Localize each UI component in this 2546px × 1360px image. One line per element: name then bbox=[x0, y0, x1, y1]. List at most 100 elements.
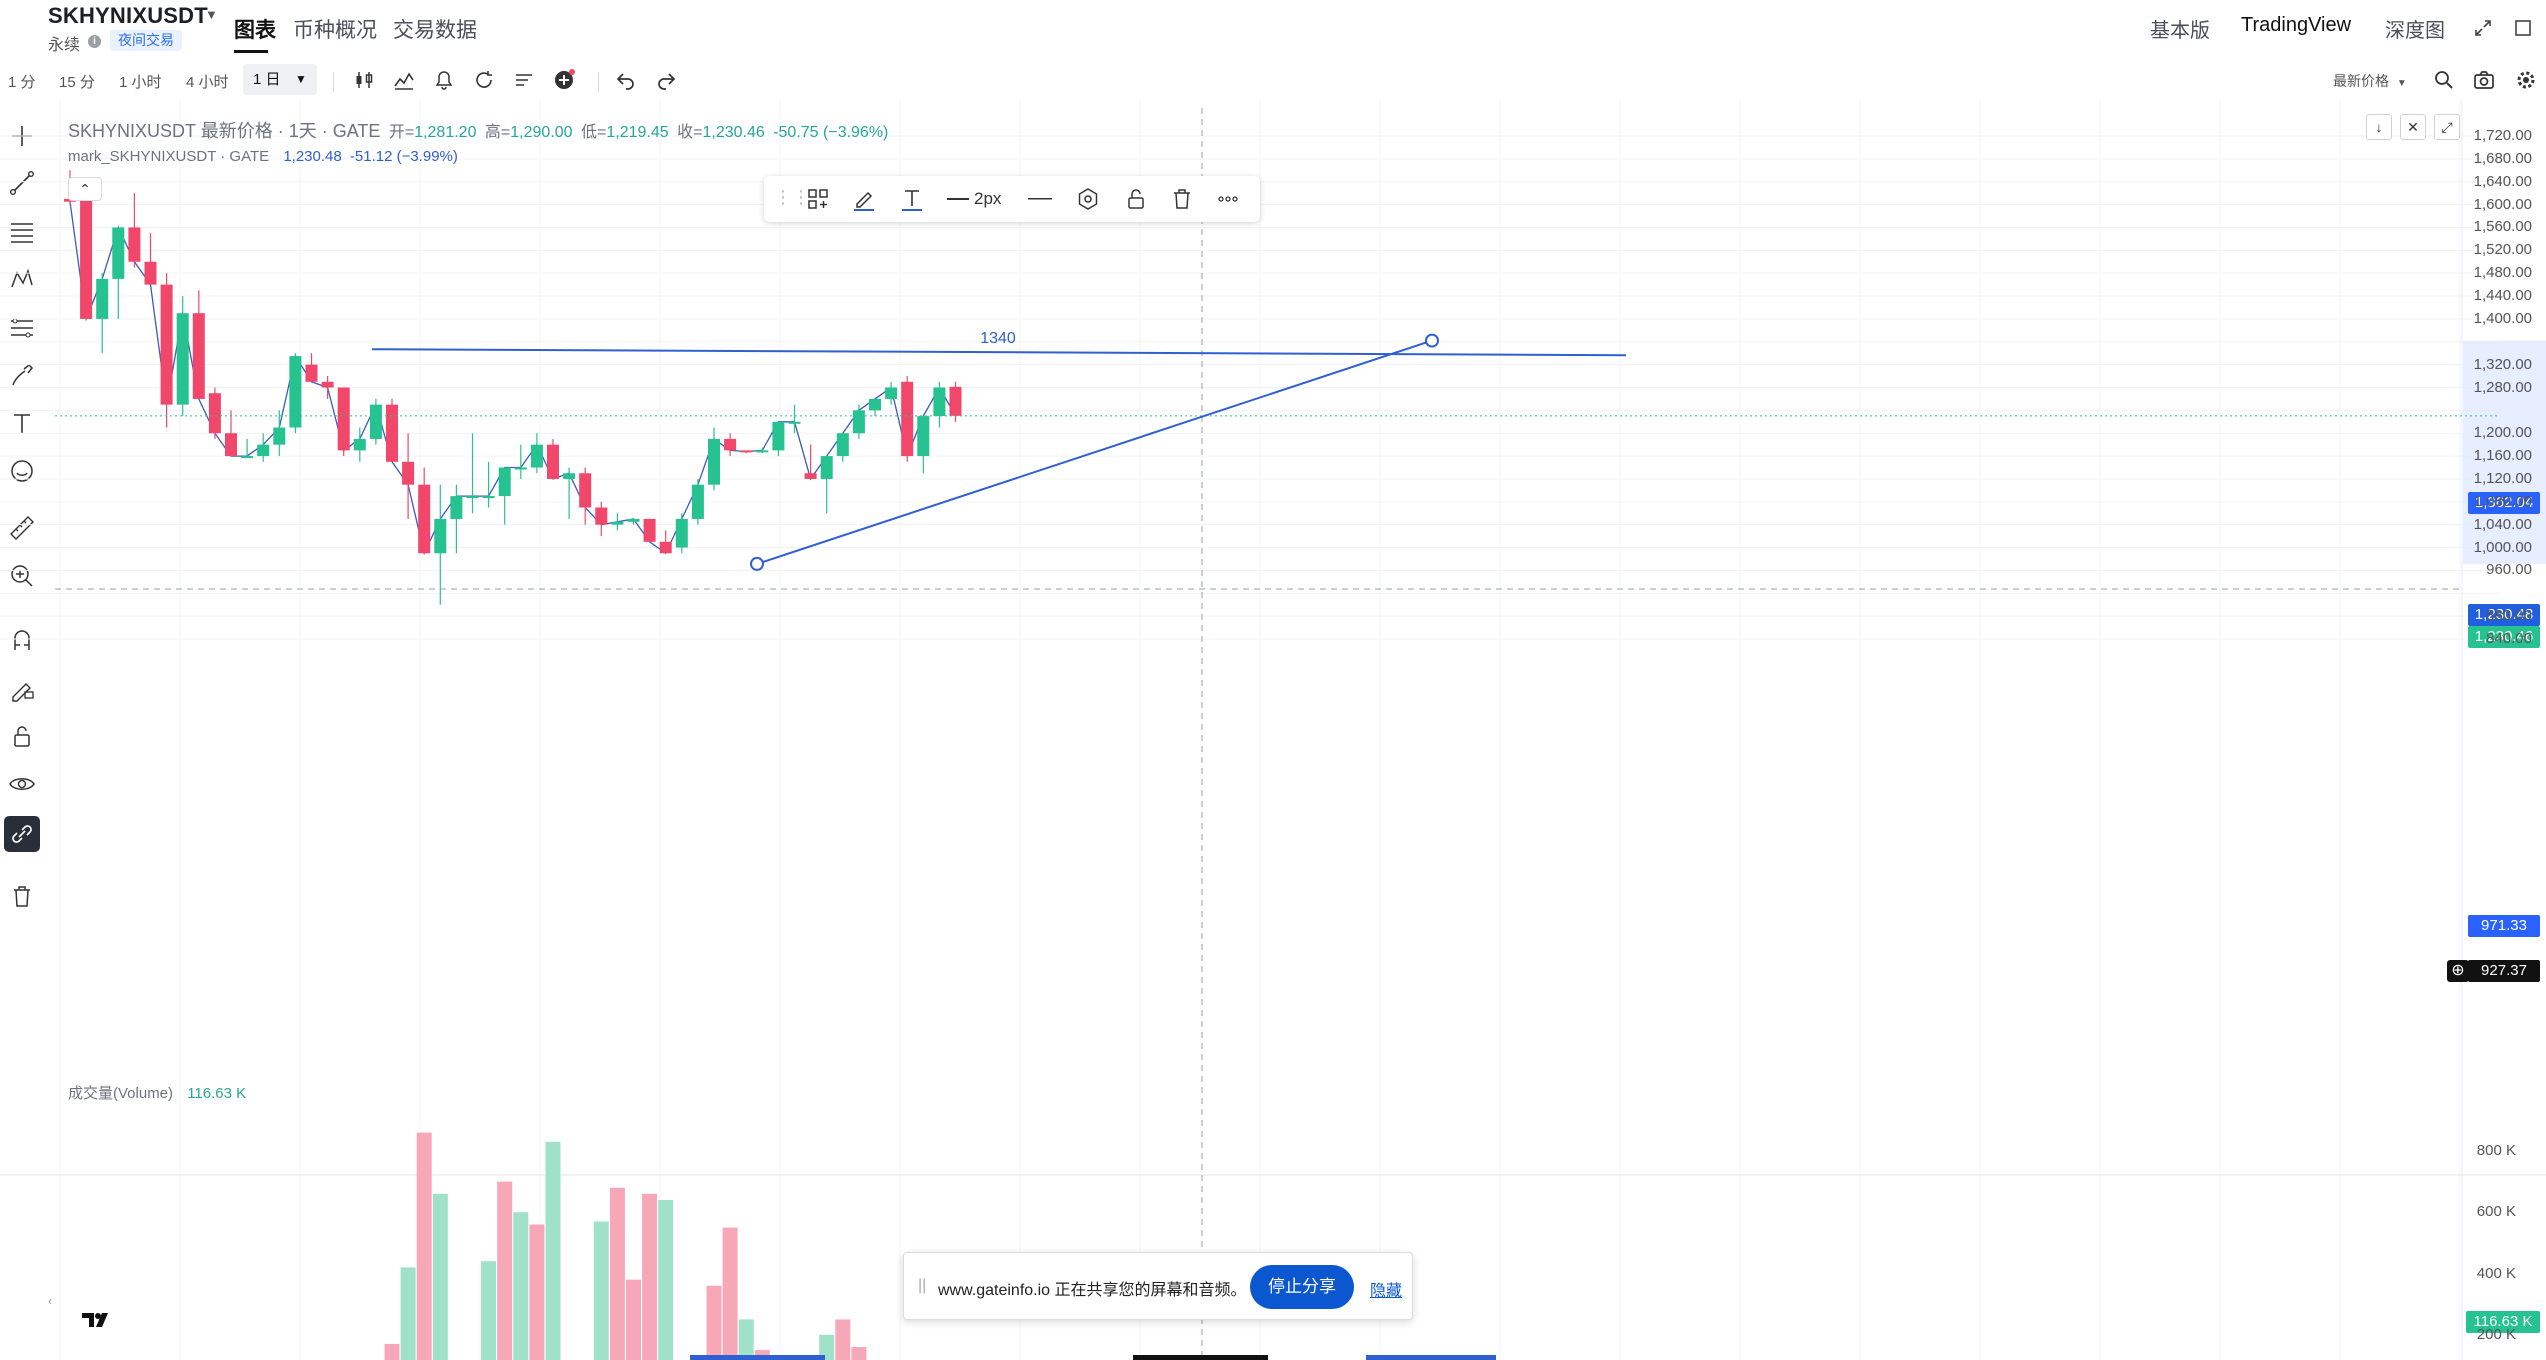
expand-icon[interactable] bbox=[2474, 19, 2492, 37]
info-icon[interactable]: i bbox=[88, 35, 101, 48]
tab-chart[interactable]: 图表 bbox=[234, 19, 276, 42]
price-axis-tick: 1,160.00 bbox=[2473, 447, 2532, 465]
volume-bar bbox=[416, 1132, 432, 1360]
unlock-icon[interactable] bbox=[1124, 187, 1148, 211]
chart-area[interactable]: 1340 SKHYNIXUSDT 最新价格 · 1天 · GATE 开=1,28… bbox=[0, 100, 2546, 1360]
price-type-label: 最新价格 bbox=[2333, 73, 2389, 89]
indicators-icon[interactable] bbox=[392, 68, 416, 92]
trend-line-handle-end bbox=[1425, 333, 1439, 348]
add-alert-plus-icon[interactable]: ⊕ bbox=[2447, 960, 2469, 982]
emoji-tool-icon[interactable] bbox=[6, 455, 38, 487]
line-width-label[interactable]: 2px bbox=[974, 189, 1002, 208]
scroll-down-icon[interactable]: ↓ bbox=[2366, 114, 2392, 140]
volume-axis-tick: 200 K bbox=[2476, 1325, 2516, 1343]
timeframe-4h[interactable]: 4 小时 bbox=[186, 74, 229, 91]
redo-icon[interactable] bbox=[654, 68, 678, 92]
candle-body bbox=[482, 496, 495, 499]
drag-handle-icon[interactable]: || bbox=[918, 1277, 927, 1294]
tab-coin-overview[interactable]: 币种概况 bbox=[293, 19, 377, 42]
timeframe-select[interactable]: 1 日 ▼ bbox=[243, 64, 317, 95]
templates-icon[interactable] bbox=[512, 68, 536, 92]
lock-drawing-tool-icon[interactable] bbox=[6, 672, 38, 704]
timeframe-15m[interactable]: 15 分 bbox=[59, 74, 95, 91]
candle-body bbox=[289, 356, 302, 428]
volume-bar bbox=[819, 1334, 835, 1360]
drag-handle-icon[interactable]: ⋮⋮ bbox=[774, 187, 810, 207]
line-style-solid-icon[interactable] bbox=[947, 198, 969, 202]
price-chart[interactable]: 1340 bbox=[0, 100, 2546, 1360]
trend-line-tool-icon[interactable] bbox=[6, 167, 38, 199]
hide-link[interactable]: 隐藏 bbox=[1370, 1283, 1403, 1300]
horizontal-line-label: 1340 bbox=[980, 330, 1016, 347]
line-style-icon[interactable] bbox=[1028, 198, 1052, 202]
time-scroll-segment bbox=[690, 1355, 825, 1360]
replay-icon[interactable] bbox=[472, 68, 496, 92]
add-compare-icon[interactable] bbox=[552, 68, 576, 92]
search-icon[interactable] bbox=[2432, 68, 2456, 92]
undo-icon[interactable] bbox=[614, 68, 638, 92]
tradingview-button[interactable]: TradingView bbox=[2241, 14, 2352, 36]
price-type-select[interactable]: 最新价格 ▼ bbox=[2333, 71, 2407, 91]
trend-line-handle-start bbox=[750, 556, 764, 571]
basic-view-button[interactable]: 基本版 bbox=[2150, 20, 2210, 42]
maximize-pane-icon[interactable]: ⤢ bbox=[2434, 114, 2460, 140]
scroll-left-icon[interactable]: ‹ bbox=[48, 1294, 52, 1308]
collapse-legend-button[interactable]: ⌃ bbox=[68, 177, 102, 201]
volume-bar bbox=[529, 1224, 545, 1360]
text-tool-icon[interactable] bbox=[6, 407, 38, 439]
price-axis-tick: 1,520.00 bbox=[2473, 241, 2532, 259]
night-trading-badge[interactable]: 夜间交易 bbox=[110, 30, 182, 51]
symbol-title[interactable]: SKHYNIXUSDT bbox=[48, 3, 208, 28]
settings-icon[interactable] bbox=[1076, 187, 1100, 211]
candle-body bbox=[208, 393, 221, 434]
price-axis-range-highlight bbox=[2463, 340, 2546, 564]
candle-body bbox=[836, 433, 849, 457]
toolbar-divider bbox=[333, 72, 334, 92]
lock-icon[interactable] bbox=[6, 720, 38, 752]
timeframe-1h[interactable]: 1 小时 bbox=[119, 74, 162, 91]
volume-legend: 成交量(Volume) 116.63 K bbox=[68, 1082, 250, 1103]
volume-legend-value: 116.63 K bbox=[187, 1085, 247, 1102]
camera-icon[interactable] bbox=[2472, 68, 2496, 92]
candle-body bbox=[192, 313, 205, 399]
link-tool-icon[interactable] bbox=[4, 816, 40, 852]
share-message: www.gateinfo.io 正在共享您的屏幕和音频。 bbox=[938, 1282, 1247, 1299]
volume-bar bbox=[851, 1347, 867, 1360]
volume-bar bbox=[497, 1181, 513, 1360]
magnet-tool-icon[interactable] bbox=[6, 624, 38, 656]
legend-change: -50.75 (−3.96%) bbox=[773, 124, 889, 141]
stop-sharing-button[interactable]: 停止分享 bbox=[1250, 1265, 1354, 1309]
candle-body bbox=[434, 518, 447, 554]
price-axis-tick: 1,200.00 bbox=[2473, 424, 2532, 442]
prediction-tool-icon[interactable] bbox=[6, 311, 38, 343]
trash-icon[interactable] bbox=[6, 880, 38, 912]
legend-high: 1,290.00 bbox=[510, 124, 573, 141]
candle-body bbox=[933, 387, 946, 417]
tab-trading-data[interactable]: 交易数据 bbox=[393, 19, 477, 42]
candle-body bbox=[257, 444, 270, 457]
collapse-pane-icon[interactable]: ✕ bbox=[2400, 114, 2426, 140]
pattern-tool-icon[interactable] bbox=[6, 263, 38, 295]
line-color-icon[interactable] bbox=[852, 187, 876, 211]
template-icon[interactable] bbox=[806, 187, 830, 211]
text-color-icon[interactable] bbox=[900, 187, 924, 211]
candle-body bbox=[901, 381, 914, 457]
price-axis-tick: 1,040.00 bbox=[2473, 515, 2532, 533]
ruler-tool-icon[interactable] bbox=[6, 512, 38, 544]
candle-body bbox=[80, 198, 93, 319]
brush-tool-icon[interactable] bbox=[6, 359, 38, 391]
more-icon[interactable] bbox=[1216, 187, 1240, 211]
trash-icon[interactable] bbox=[1170, 187, 1194, 211]
settings-gear-icon[interactable] bbox=[2514, 68, 2538, 92]
fib-tool-icon[interactable] bbox=[6, 215, 38, 247]
top-header: SKHYNIXUSDT ▼ 永续 i 夜间交易 图表 币种概况 交易数据 基本版… bbox=[0, 0, 2546, 57]
chevron-down-icon: ▼ bbox=[295, 72, 307, 86]
symbol-dropdown-icon[interactable]: ▼ bbox=[205, 7, 218, 22]
zoom-in-tool-icon[interactable] bbox=[6, 560, 38, 592]
alert-icon[interactable] bbox=[432, 68, 456, 92]
timeframe-1m[interactable]: 1 分 bbox=[8, 74, 36, 91]
fullscreen-icon[interactable] bbox=[2514, 19, 2532, 37]
eye-icon[interactable] bbox=[6, 768, 38, 800]
depth-chart-button[interactable]: 深度图 bbox=[2385, 20, 2445, 42]
candle-type-icon[interactable] bbox=[352, 68, 376, 92]
